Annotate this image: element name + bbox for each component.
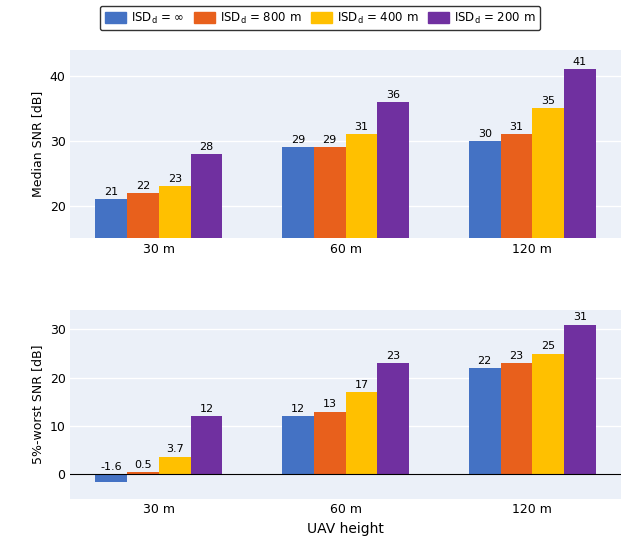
- Bar: [564, 325, 596, 474]
- Text: 36: 36: [386, 90, 400, 100]
- Text: -1.6: -1.6: [100, 462, 122, 472]
- Text: 35: 35: [541, 96, 555, 106]
- Text: 31: 31: [509, 122, 524, 132]
- Bar: [282, 417, 314, 474]
- Bar: [282, 147, 314, 336]
- Bar: [95, 474, 127, 482]
- Legend: ISD$_\mathrm{d}$ = $\infty$, ISD$_\mathrm{d}$ = 800 m, ISD$_\mathrm{d}$ = 400 m,: ISD$_\mathrm{d}$ = $\infty$, ISD$_\mathr…: [100, 6, 540, 30]
- Text: 12: 12: [200, 404, 214, 414]
- Y-axis label: 5%-worst SNR [dB]: 5%-worst SNR [dB]: [31, 345, 44, 464]
- Text: 13: 13: [323, 399, 337, 409]
- Bar: [191, 417, 222, 474]
- Text: 41: 41: [573, 57, 587, 67]
- Text: 31: 31: [573, 312, 587, 322]
- Text: 3.7: 3.7: [166, 444, 184, 454]
- Bar: [378, 102, 409, 336]
- Bar: [314, 147, 346, 336]
- Text: 17: 17: [355, 380, 369, 390]
- Bar: [469, 141, 500, 336]
- Text: 23: 23: [168, 174, 182, 184]
- Text: 22: 22: [136, 181, 150, 191]
- Text: 31: 31: [355, 122, 369, 132]
- Text: 25: 25: [541, 341, 556, 351]
- Bar: [532, 109, 564, 336]
- Bar: [127, 472, 159, 474]
- Bar: [346, 135, 378, 336]
- Bar: [346, 392, 378, 474]
- Text: 0.5: 0.5: [134, 460, 152, 470]
- Bar: [532, 353, 564, 474]
- Text: 21: 21: [104, 187, 118, 197]
- Bar: [127, 193, 159, 336]
- Bar: [469, 368, 500, 474]
- Bar: [564, 69, 596, 336]
- Text: 12: 12: [291, 404, 305, 414]
- Bar: [314, 412, 346, 474]
- Bar: [378, 363, 409, 474]
- Y-axis label: Median SNR [dB]: Median SNR [dB]: [31, 91, 44, 197]
- Bar: [95, 199, 127, 336]
- X-axis label: UAV height: UAV height: [307, 522, 384, 536]
- Text: 23: 23: [386, 351, 400, 361]
- Text: 28: 28: [200, 142, 214, 152]
- Bar: [159, 186, 191, 336]
- Bar: [500, 135, 532, 336]
- Bar: [500, 363, 532, 474]
- Text: 29: 29: [291, 135, 305, 145]
- Text: 29: 29: [323, 135, 337, 145]
- Text: 30: 30: [477, 129, 492, 138]
- Text: 23: 23: [509, 351, 524, 361]
- Bar: [191, 154, 222, 336]
- Bar: [159, 456, 191, 474]
- Text: 22: 22: [477, 356, 492, 366]
